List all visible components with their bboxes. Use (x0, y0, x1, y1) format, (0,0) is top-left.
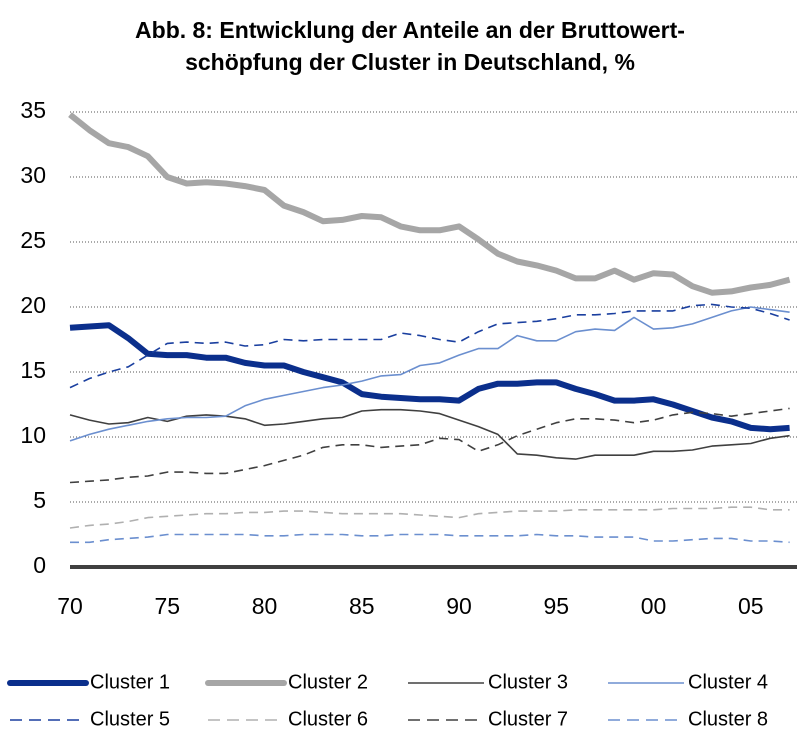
legend-label: Cluster 7 (488, 708, 568, 730)
chart-title: schöpfung der Cluster in Deutschland, % (185, 49, 635, 75)
series-line (69, 408, 790, 460)
legend-label: Cluster 1 (90, 671, 170, 693)
chart-title: Abb. 8: Entwicklung der Anteile an der B… (135, 17, 685, 43)
legend-label: Cluster 4 (688, 671, 768, 693)
x-tick-label: 90 (446, 593, 472, 619)
x-tick-label: 95 (543, 593, 569, 619)
series-line (69, 322, 790, 433)
x-tick-label: 70 (57, 593, 83, 619)
series-line (69, 407, 790, 484)
legend-label: Cluster 2 (288, 671, 368, 693)
y-tick-label: 30 (20, 162, 46, 188)
series-line (69, 306, 790, 442)
x-tick-label: 75 (154, 593, 180, 619)
x-tick-label: 05 (738, 593, 764, 619)
series-line (69, 506, 790, 529)
y-tick-label: 15 (20, 357, 46, 383)
series-line (70, 533, 790, 544)
y-tick-label: 0 (33, 552, 46, 578)
y-tick-label: 10 (20, 422, 46, 448)
legend-label: Cluster 8 (688, 708, 768, 730)
y-tick-label: 5 (33, 487, 46, 513)
x-tick-label: 85 (349, 593, 375, 619)
legend-label: Cluster 5 (90, 708, 170, 730)
x-tick-label: 80 (252, 593, 278, 619)
y-tick-label: 35 (20, 97, 46, 123)
series-line (68, 112, 791, 296)
y-tick-label: 20 (20, 292, 46, 318)
x-tick-label: 00 (641, 593, 667, 619)
legend-label: Cluster 6 (288, 708, 368, 730)
legend-label: Cluster 3 (488, 671, 568, 693)
y-tick-label: 25 (20, 227, 46, 253)
series-line (69, 303, 790, 389)
